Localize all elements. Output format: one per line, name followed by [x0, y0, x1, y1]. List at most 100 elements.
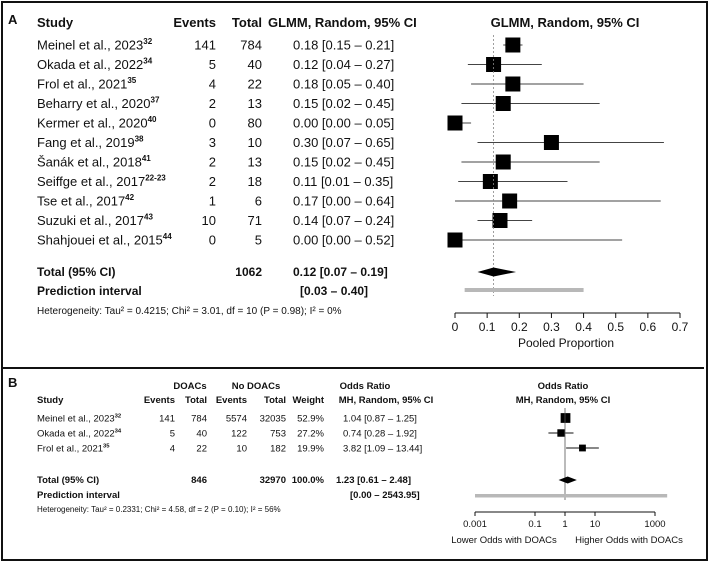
study-events: 5 [209, 57, 216, 72]
study-ci: 0.14 [0.07 – 0.24] [293, 213, 394, 228]
a-header-total: Total [232, 15, 262, 30]
study-events-no-doacs: 10 [236, 444, 247, 455]
panel-a: A Study Events Total GLMM, Random, 95% C… [8, 12, 689, 350]
study-total-doacs: 22 [196, 444, 207, 455]
b-header-study: Study [37, 395, 64, 406]
b-header-events-1: Events [144, 395, 175, 406]
study-or-ci: 3.82 [1.09 – 13.44] [343, 444, 422, 455]
study-name-text: Fang et al., 2019 [37, 135, 135, 150]
study-total: 40 [248, 57, 262, 72]
study-total-doacs: 784 [191, 414, 207, 425]
x-tick-label: 0.1 [528, 519, 541, 530]
study-ref: 42 [125, 193, 134, 202]
study-ci: 0.12 [0.04 – 0.27] [293, 57, 394, 72]
study-name-text: Suzuki et al., 2017 [37, 213, 144, 228]
a-total-label: Total (95% CI) [37, 265, 115, 279]
study-ref: 34 [143, 57, 152, 66]
study-name-text: Frol et al., 2021 [37, 444, 103, 455]
study-total: 10 [248, 135, 262, 150]
b-header-group1: DOACs [173, 381, 206, 392]
study-ci: 0.00 [0.00 – 0.52] [293, 233, 394, 248]
b-header-events-2: Events [216, 395, 247, 406]
point-estimate-square [557, 429, 565, 437]
a-header-ci: GLMM, Random, 95% CI [268, 15, 417, 30]
study-name: Okada et al., 202234 [37, 429, 122, 440]
a-plot-title: GLMM, Random, 95% CI [491, 15, 640, 30]
x-tick-label: 0.001 [463, 519, 487, 530]
point-estimate-square [543, 135, 559, 150]
study-ref: 34 [115, 429, 122, 435]
b-total-weight: 100.0% [292, 475, 325, 486]
study-name-text: Frol et al., 2021 [37, 77, 127, 92]
point-estimate-square [492, 213, 508, 228]
study-weight: 52.9% [297, 414, 324, 425]
x-tick-label: 0.2 [511, 320, 528, 334]
study-name: Seiffge et al., 201722-23 [37, 174, 166, 189]
b-plot-subtitle: MH, Random, 95% CI [516, 395, 611, 406]
study-events: 10 [202, 213, 216, 228]
study-total: 18 [248, 174, 262, 189]
point-estimate-square [447, 115, 463, 131]
study-ref: 40 [148, 115, 157, 124]
study-events-doacs: 4 [170, 444, 175, 455]
study-events: 4 [209, 77, 216, 92]
pooled-diamond [558, 476, 577, 484]
x-tick-label: 10 [590, 519, 601, 530]
prediction-interval-bar [464, 288, 584, 292]
study-total: 71 [248, 213, 262, 228]
b-total-t2: 32970 [260, 475, 286, 486]
panel-b-label: B [8, 375, 17, 390]
study-name-text: Meinel et al., 2023 [37, 38, 143, 53]
a-prediction-ci: [0.03 – 0.40] [300, 284, 368, 298]
study-name: Šanák et al., 201841 [37, 154, 151, 169]
study-name: Beharry et al., 202037 [37, 96, 160, 111]
panel-b: B DOACs No DOACs Odds Ratio Odds Ratio S… [8, 375, 683, 546]
study-name: Okada et al., 202234 [37, 57, 153, 72]
x-tick-label: 0.4 [575, 320, 592, 334]
study-total: 22 [248, 77, 262, 92]
study-name-text: Tse et al., 2017 [37, 194, 125, 209]
study-name-text: Okada et al., 2022 [37, 57, 143, 72]
study-total-no-doacs: 753 [270, 429, 286, 440]
study-total: 784 [240, 38, 262, 53]
b-prediction-ci: [0.00 – 2543.95] [350, 490, 420, 501]
x-tick-label: 1000 [644, 519, 665, 530]
b-header-or-sub: MH, Random, 95% CI [339, 395, 434, 406]
study-events: 2 [209, 96, 216, 111]
study-ci: 0.18 [0.15 – 0.21] [293, 38, 394, 53]
study-total-doacs: 40 [196, 429, 207, 440]
study-name: Tse et al., 201742 [37, 193, 135, 208]
b-xlabel-right: Higher Odds with DOACs [575, 535, 683, 546]
b-total-ci: 1.23 [0.61 – 2.48] [336, 475, 411, 486]
a-header-study: Study [37, 15, 74, 30]
study-events: 2 [209, 174, 216, 189]
study-ci: 0.15 [0.02 – 0.45] [293, 155, 394, 170]
study-ci: 0.11 [0.01 – 0.35] [293, 174, 393, 189]
study-name-text: Kermer et al., 2020 [37, 116, 148, 131]
b-header-group2: No DOACs [232, 381, 281, 392]
study-or-ci: 1.04 [0.87 – 1.25] [343, 414, 417, 425]
study-name-text: Šanák et al., 2018 [37, 155, 142, 170]
study-events-doacs: 5 [170, 429, 175, 440]
point-estimate-square [560, 413, 571, 423]
study-ci: 0.15 [0.02 – 0.45] [293, 96, 394, 111]
study-weight: 19.9% [297, 444, 324, 455]
a-total-n: 1062 [235, 265, 262, 279]
study-name-text: Meinel et al., 2023 [37, 414, 115, 425]
pooled-diamond [477, 267, 517, 277]
point-estimate-square [495, 96, 511, 111]
study-name: Frol et al., 202135 [37, 444, 110, 455]
study-total: 13 [248, 96, 262, 111]
study-total-no-doacs: 182 [270, 444, 286, 455]
b-header-total-1: Total [185, 395, 207, 406]
prediction-interval-bar [475, 494, 668, 498]
b-xlabel-left: Lower Odds with DOACs [451, 535, 557, 546]
point-estimate-square [495, 154, 511, 170]
x-tick-label: 0.5 [607, 320, 624, 334]
x-tick-label: 0.7 [672, 320, 689, 334]
b-prediction-label: Prediction interval [37, 490, 120, 501]
study-ref: 35 [103, 444, 110, 450]
study-name-text: Okada et al., 2022 [37, 429, 115, 440]
